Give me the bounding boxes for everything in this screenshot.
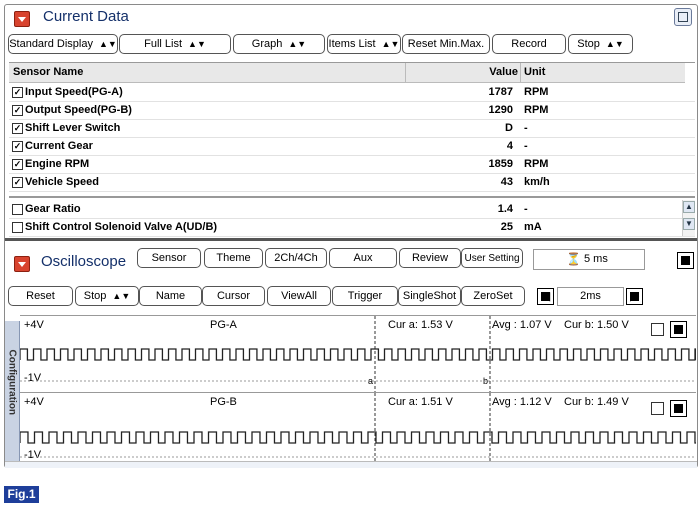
scroll-down-icon[interactable]: ▼ — [683, 218, 695, 230]
table-divider — [9, 196, 695, 198]
updown-arrow-icon: ▲▼ — [98, 39, 117, 49]
column-header-unit[interactable]: Unit — [521, 63, 685, 83]
name-button[interactable]: Name — [139, 286, 202, 306]
view-all-button[interactable]: ViewAll — [267, 286, 331, 306]
table-row[interactable]: ✓ Engine RPM 1859 RPM — [9, 155, 695, 174]
channel-stop-icon[interactable] — [670, 321, 687, 338]
triangle-right-icon[interactable]: ▶ — [626, 288, 643, 305]
row-checkbox[interactable]: ✓ — [12, 105, 23, 116]
sensor-button[interactable]: Sensor — [137, 248, 201, 268]
items-list-select[interactable]: Items List ▲▼ — [327, 34, 401, 54]
channels-button[interactable]: 2Ch/4Ch — [265, 248, 327, 268]
table-row[interactable]: Shift Control Solenoid Valve A(UD/B) 25 … — [9, 218, 695, 237]
updown-arrow-icon: ▲▼ — [381, 39, 400, 49]
configuration-side-tab[interactable]: Configuration — [5, 321, 20, 461]
updown-arrow-icon: ▲▼ — [112, 291, 131, 301]
updown-arrow-icon: ▲▼ — [188, 39, 206, 49]
updown-arrow-icon: ▲▼ — [605, 39, 624, 49]
figure-label: Fig.1 — [4, 486, 39, 503]
row-checkbox[interactable]: ✓ — [12, 177, 23, 188]
sensor-table: Sensor Name Value Unit ✓ Input Speed(PG-… — [9, 62, 695, 237]
user-setting-button[interactable]: User Setting — [461, 248, 523, 268]
channel-pg-b[interactable]: +4V PG-B Cur a: 1.51 V Avg : 1.12 V Cur … — [20, 392, 696, 461]
row-checkbox[interactable]: ✓ — [12, 123, 23, 134]
aux-button[interactable]: Aux — [329, 248, 397, 268]
oscilloscope-title: Oscilloscope — [41, 253, 127, 270]
updown-arrow-icon: ▲▼ — [288, 39, 307, 49]
reset-min-max-button[interactable]: Reset Min.Max. — [402, 34, 490, 54]
table-row[interactable]: ✓ Input Speed(PG-A) 1787 RPM — [9, 83, 695, 102]
row-checkbox[interactable] — [12, 204, 23, 215]
cursor-button[interactable]: Cursor — [202, 286, 265, 306]
main-panel: Current Data Standard Display ▲▼ Full Lis… — [4, 4, 698, 468]
waveform-pg-b — [20, 393, 696, 461]
stop-select[interactable]: Stop ▲▼ — [75, 286, 139, 306]
channel-pg-a[interactable]: +4V PG-A Cur a: 1.53 V Avg : 1.07 V Cur … — [20, 315, 696, 392]
table-row[interactable]: ✓ Output Speed(PG-B) 1290 RPM — [9, 101, 695, 120]
theme-button[interactable]: Theme — [204, 248, 263, 268]
table-row[interactable]: ✓ Vehicle Speed 43 km/h — [9, 173, 695, 192]
full-list-select[interactable]: Full List ▲▼ — [119, 34, 231, 54]
standard-display-select[interactable]: Standard Display ▲▼ — [8, 34, 118, 54]
column-header-sensor-name[interactable]: Sensor Name — [9, 63, 406, 83]
section-separator[interactable] — [5, 238, 697, 241]
graph-select[interactable]: Graph ▲▼ — [233, 34, 325, 54]
table-row[interactable]: ✓ Shift Lever Switch D - — [9, 119, 695, 138]
zero-set-button[interactable]: ZeroSet — [461, 286, 525, 306]
column-header-value[interactable]: Value — [406, 63, 521, 83]
collapse-arrow-icon[interactable] — [14, 11, 30, 27]
row-checkbox[interactable]: ✓ — [12, 141, 23, 152]
collapse-arrow-icon[interactable] — [14, 256, 30, 272]
row-checkbox[interactable]: ✓ — [12, 159, 23, 170]
square-stop-icon[interactable] — [677, 252, 694, 269]
reset-button[interactable]: Reset — [8, 286, 73, 306]
trigger-button[interactable]: Trigger — [332, 286, 398, 306]
channel-checkbox[interactable] — [651, 402, 664, 415]
single-shot-button[interactable]: SingleShot — [398, 286, 461, 306]
time-display[interactable]: ⏳ 5 ms — [533, 249, 645, 270]
current-data-title: Current Data — [43, 8, 129, 25]
table-row[interactable]: Gear Ratio 1.4 - — [9, 200, 695, 219]
table-scrollbar[interactable]: ▲ ▼ — [682, 200, 695, 236]
channel-checkbox[interactable] — [651, 323, 664, 336]
triangle-left-icon[interactable]: ◀ — [537, 288, 554, 305]
table-row[interactable]: ✓ Current Gear 4 - — [9, 137, 695, 156]
review-button[interactable]: Review — [399, 248, 461, 268]
horizontal-scrollbar[interactable] — [5, 461, 697, 468]
row-checkbox[interactable]: ✓ — [12, 87, 23, 98]
row-checkbox[interactable] — [12, 222, 23, 233]
record-button[interactable]: Record — [492, 34, 566, 54]
window-restore-icon[interactable] — [674, 8, 692, 26]
waveform-pg-a — [20, 316, 696, 392]
time-div-display[interactable]: 2ms — [557, 287, 624, 306]
channel-stop-icon[interactable] — [670, 400, 687, 417]
scroll-up-icon[interactable]: ▲ — [683, 201, 695, 213]
stop-select[interactable]: Stop ▲▼ — [568, 34, 633, 54]
hourglass-icon: ⏳ — [566, 252, 581, 266]
